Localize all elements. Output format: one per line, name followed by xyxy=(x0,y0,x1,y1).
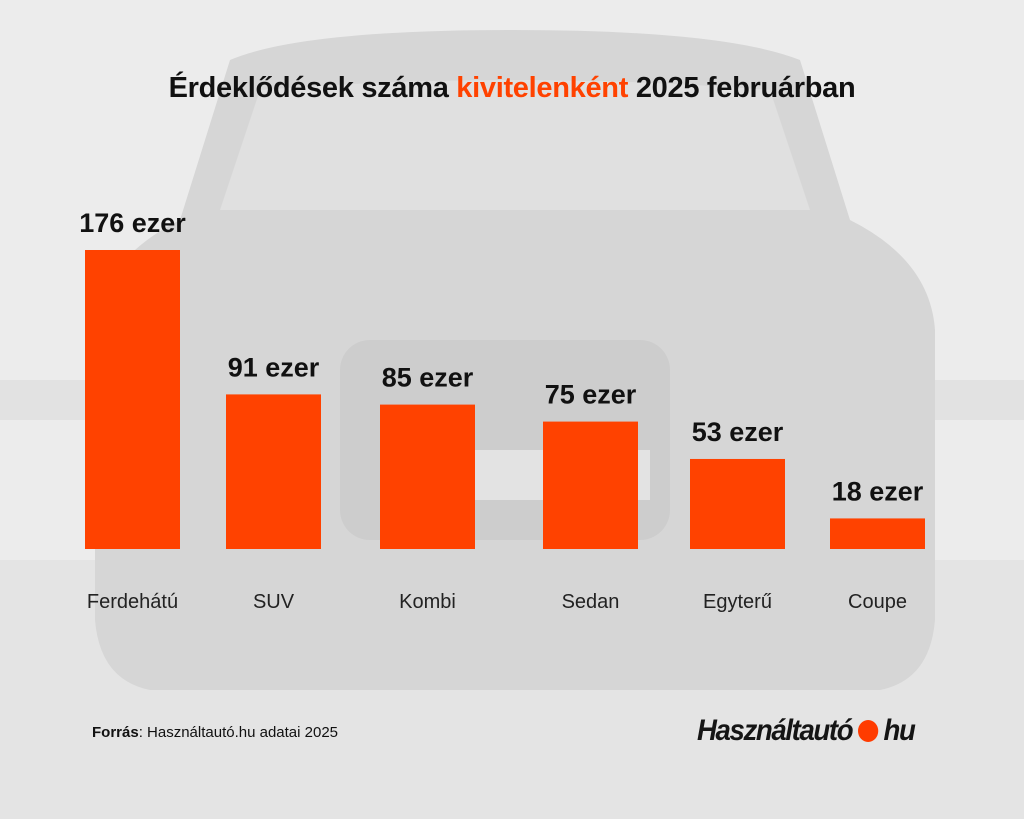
logo-text-right: hu xyxy=(883,714,915,747)
title-prefix: Érdeklődések száma xyxy=(168,72,457,104)
category-label: Kombi xyxy=(399,591,456,613)
bar-suv xyxy=(226,394,321,549)
category-label: Coupe xyxy=(848,591,907,613)
category-label: Egyterű xyxy=(703,591,772,613)
source-label: Forrás xyxy=(92,724,139,741)
hasznaltauto-logo: Használtautó hu xyxy=(697,714,916,748)
title-highlight: kivitelenként xyxy=(456,72,629,104)
chart-title: Érdeklődések száma kivitelenként 2025 fe… xyxy=(0,72,1024,105)
title-suffix: 2025 februárban xyxy=(628,72,856,104)
bar-egyterű xyxy=(690,458,785,549)
bar-sedan xyxy=(543,421,638,549)
data-label: 91 ezer xyxy=(228,352,320,382)
category-label: SUV xyxy=(253,591,295,613)
data-label: 85 ezer xyxy=(382,363,474,393)
data-label: 18 ezer xyxy=(832,476,924,506)
category-label: Sedan xyxy=(562,591,620,613)
logo-text-left: Használtautó xyxy=(697,714,854,747)
bar-coupe xyxy=(830,518,925,549)
source-note: Forrás: Használtautó.hu adatai 2025 xyxy=(92,724,338,741)
data-label: 53 ezer xyxy=(692,417,784,447)
data-label: 176 ezer xyxy=(79,208,186,238)
source-text: : Használtautó.hu adatai 2025 xyxy=(138,724,339,741)
logo-dot-icon xyxy=(857,720,878,742)
bar-kombi xyxy=(380,404,475,549)
bar-ferdehátú xyxy=(85,250,180,549)
category-label: Ferdehátú xyxy=(87,591,178,613)
data-label: 75 ezer xyxy=(545,380,637,410)
